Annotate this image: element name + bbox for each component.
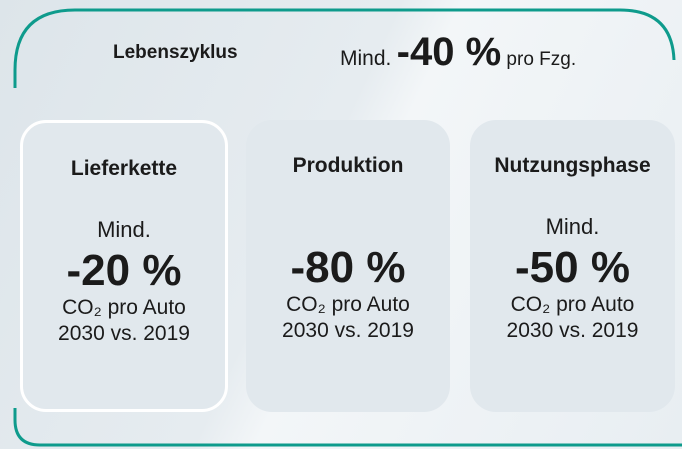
- header-value: -40 %: [396, 30, 502, 74]
- frame-bottom: [13, 408, 682, 447]
- card-title: Lieferkette: [70, 157, 178, 180]
- card-prefix: Mind.: [545, 214, 600, 239]
- card: Produktion -80 % CO₂ pro Auto 2030 vs. 2019: [246, 120, 450, 412]
- card: Nutzungsphase Mind. -50 % CO₂ pro Auto 2030 …: [470, 120, 675, 412]
- card-value: -80 %: [290, 243, 406, 292]
- card-prefix: Mind.: [97, 217, 151, 242]
- card-title: Nutzungsphase: [494, 154, 651, 177]
- card-period: 2030 vs. 2019: [506, 319, 639, 342]
- card-period: 2030 vs. 2019: [58, 322, 190, 345]
- frame-top: [13, 8, 676, 88]
- header-suffix: pro Fzg.: [506, 49, 577, 70]
- card-title: Produktion: [292, 154, 404, 177]
- card-metric: CO₂ pro Auto: [62, 296, 186, 319]
- card-period: 2030 vs. 2019: [282, 319, 414, 342]
- card: Lieferkette Mind. -20 % CO₂ pro Auto 2030 vs…: [20, 120, 228, 412]
- card-metric: CO₂ pro Auto: [510, 293, 635, 316]
- header-title: Lebenszyklus: [113, 42, 238, 63]
- card-prefix: [246, 214, 450, 244]
- card-metric: CO₂ pro Auto: [286, 293, 410, 316]
- card-value: -20 %: [66, 246, 182, 295]
- header-prefix: Mind.: [340, 47, 392, 70]
- card-value: -50 %: [515, 243, 630, 292]
- header-total: Mind. -40 % pro Fzg.: [340, 30, 576, 75]
